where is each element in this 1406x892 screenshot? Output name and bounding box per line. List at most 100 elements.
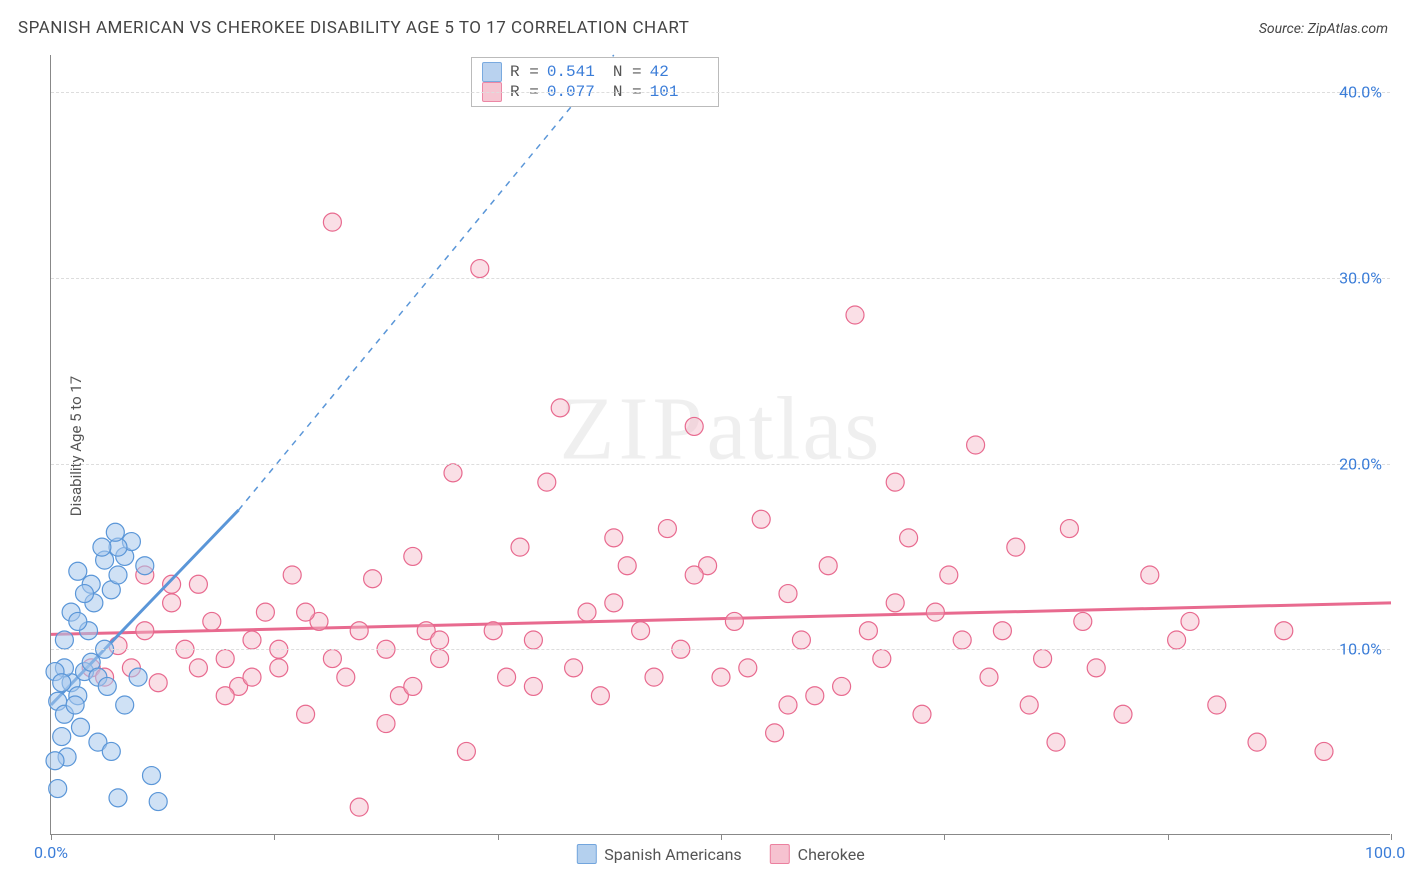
cherokee-point [993, 622, 1011, 640]
cherokee-point [779, 696, 797, 714]
cherokee-point [806, 687, 824, 705]
cherokee-point [1275, 622, 1293, 640]
cherokee-point [1087, 659, 1105, 677]
cherokee-point [645, 668, 663, 686]
legend-item-spanish: Spanish Americans [576, 844, 741, 864]
cherokee-point [658, 520, 676, 538]
cherokee-point [779, 585, 797, 603]
cherokee-point [524, 631, 542, 649]
x-tick-mark [51, 834, 52, 840]
spanish-legend-label: Spanish Americans [604, 845, 741, 864]
spanish-point [116, 696, 134, 714]
cherokee-point [940, 566, 958, 584]
source-name: ZipAtlas.com [1308, 21, 1388, 37]
plot-area: ZIPatlas R =0.541N =42R =0.077N =101 Spa… [50, 55, 1390, 835]
gridline [51, 278, 1390, 279]
cherokee-point [632, 622, 650, 640]
cherokee-point [283, 566, 301, 584]
cherokee-point [350, 622, 368, 640]
cherokee-point [216, 687, 234, 705]
cherokee-point [967, 436, 985, 454]
spanish-point [129, 668, 147, 686]
cherokee-point [404, 677, 422, 695]
x-tick-mark [498, 834, 499, 840]
cherokee-point [1074, 612, 1092, 630]
cherokee-point [431, 631, 449, 649]
cherokee-point [605, 594, 623, 612]
x-tick-mark [721, 834, 722, 840]
x-tick-mark [274, 834, 275, 840]
cherokee-point [618, 557, 636, 575]
scatter-svg [51, 55, 1390, 834]
spanish-point [69, 562, 87, 580]
cherokee-point [1208, 696, 1226, 714]
cherokee-point [1060, 520, 1078, 538]
gridline [51, 649, 1390, 650]
spanish-point [76, 585, 94, 603]
x-tick-mark [944, 834, 945, 840]
spanish-point [106, 523, 124, 541]
cherokee-point [1007, 538, 1025, 556]
cherokee-legend-swatch [770, 844, 790, 864]
cherokee-point [364, 570, 382, 588]
cherokee-point [323, 650, 341, 668]
cherokee-point [444, 464, 462, 482]
cherokee-point [404, 547, 422, 565]
cherokee-point [136, 622, 154, 640]
legend-bottom: Spanish Americans Cherokee [576, 844, 864, 864]
spanish-point [98, 677, 116, 695]
cherokee-point [1034, 650, 1052, 668]
cherokee-point [605, 529, 623, 547]
x-tick-mark [1391, 834, 1392, 840]
cherokee-point [953, 631, 971, 649]
cherokee-point [685, 566, 703, 584]
cherokee-point [565, 659, 583, 677]
cherokee-point [256, 603, 274, 621]
y-tick-label: 30.0% [1339, 268, 1382, 287]
cherokee-point [859, 622, 877, 640]
spanish-point [102, 742, 120, 760]
spanish-point [93, 538, 111, 556]
spanish-point [149, 793, 167, 811]
spanish-point [66, 696, 84, 714]
cherokee-point [270, 659, 288, 677]
gridline [51, 92, 1390, 93]
cherokee-point [203, 612, 221, 630]
spanish-point [53, 674, 71, 692]
spanish-point [71, 718, 89, 736]
x-tick-label: 0.0% [34, 843, 68, 862]
cherokee-point [846, 306, 864, 324]
r-label: R = [510, 63, 539, 81]
cherokee-point [457, 742, 475, 760]
cherokee-point [377, 715, 395, 733]
cherokee-point [886, 594, 904, 612]
cherokee-point [578, 603, 596, 621]
cherokee-point [1047, 733, 1065, 751]
spanish-point [109, 566, 127, 584]
source-attribution: Source: ZipAtlas.com [1259, 18, 1388, 37]
cherokee-point [297, 603, 315, 621]
cherokee-point [1020, 696, 1038, 714]
cherokee-point [913, 705, 931, 723]
y-tick-label: 20.0% [1339, 454, 1382, 473]
spanish-trend-extension [239, 55, 614, 510]
y-tick-label: 40.0% [1339, 83, 1382, 102]
chart-title: SPANISH AMERICAN VS CHEROKEE DISABILITY … [18, 18, 689, 38]
x-tick-label: 100.0% [1365, 843, 1406, 862]
cherokee-point [1248, 733, 1266, 751]
spanish-legend-swatch [576, 844, 596, 864]
cherokee-point [739, 659, 757, 677]
cherokee-point [163, 594, 181, 612]
cherokee-point [471, 260, 489, 278]
cherokee-point [350, 798, 368, 816]
cherokee-point [926, 603, 944, 621]
cherokee-point [189, 575, 207, 593]
spanish-point [55, 631, 73, 649]
cherokee-point [337, 668, 355, 686]
spanish-n-value: 42 [650, 63, 708, 81]
cherokee-point [752, 510, 770, 528]
cherokee-point [900, 529, 918, 547]
legend-item-cherokee: Cherokee [770, 844, 865, 864]
cherokee-point [833, 677, 851, 695]
cherokee-point [538, 473, 556, 491]
